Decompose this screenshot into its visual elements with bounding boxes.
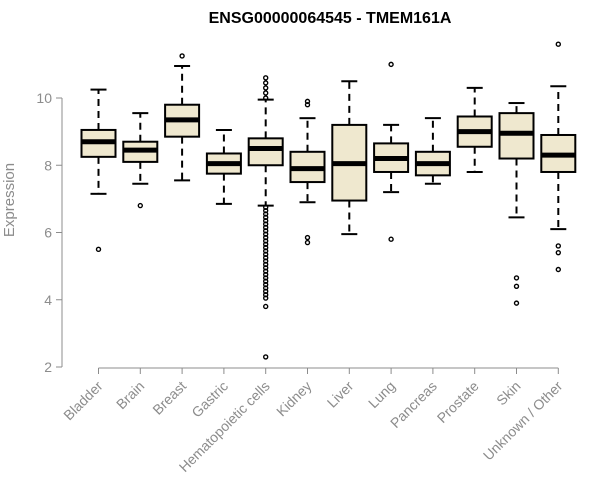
x-tick-label: Breast bbox=[149, 378, 189, 418]
outlier-point bbox=[263, 354, 269, 360]
y-tick-label: 8 bbox=[44, 157, 52, 173]
y-tick-label: 6 bbox=[44, 225, 52, 241]
outlier-point bbox=[179, 53, 185, 59]
outlier-point bbox=[263, 75, 269, 81]
box-iqr bbox=[247, 137, 284, 167]
x-tick-label: Liver bbox=[324, 378, 357, 411]
box-group-unknown-other bbox=[540, 41, 577, 273]
y-axis: 2 4 6 8 10 bbox=[36, 90, 63, 375]
outlier-point bbox=[263, 95, 269, 101]
box-group-brain bbox=[122, 112, 159, 209]
outlier-point bbox=[304, 239, 311, 246]
outlier-point bbox=[555, 41, 561, 47]
outlier-point bbox=[304, 102, 311, 108]
outlier-point bbox=[555, 243, 561, 249]
y-axis-label: Expression bbox=[1, 163, 18, 237]
outlier-point bbox=[263, 85, 269, 91]
box-group-gastric bbox=[205, 128, 242, 205]
outlier-point bbox=[95, 246, 102, 253]
y-tick-label: 10 bbox=[36, 90, 52, 106]
box-group-lung bbox=[373, 61, 410, 242]
x-tick-label: Kidney bbox=[273, 378, 315, 420]
chart-title: ENSG00000064545 - TMEM161A bbox=[209, 10, 452, 27]
box-group-skin bbox=[498, 102, 535, 306]
outlier-point bbox=[263, 80, 269, 86]
outlier-point bbox=[513, 275, 520, 281]
outlier-point bbox=[555, 249, 561, 256]
x-tick-label: Bladder bbox=[60, 378, 106, 424]
box-iqr bbox=[498, 112, 535, 160]
outlier-point bbox=[555, 266, 561, 273]
outlier-point bbox=[263, 303, 269, 310]
outlier-point bbox=[137, 202, 144, 209]
outlier-point bbox=[304, 234, 311, 241]
x-tick-label: Brain bbox=[113, 378, 147, 412]
x-tick-label: Skin bbox=[493, 378, 524, 409]
y-tick-label: 4 bbox=[44, 292, 52, 308]
box-group-hematopoietic-cells bbox=[247, 75, 284, 360]
outlier-point bbox=[388, 61, 394, 68]
outlier-point bbox=[263, 295, 269, 301]
plot-area bbox=[80, 41, 577, 360]
outlier-point bbox=[513, 283, 520, 289]
box-group-breast bbox=[164, 53, 201, 182]
outlier-point bbox=[388, 236, 394, 242]
box-group-bladder bbox=[80, 88, 117, 253]
x-tick-label: Lung bbox=[365, 378, 398, 411]
x-tick-label: Prostate bbox=[434, 378, 482, 426]
box-group-kidney bbox=[289, 98, 326, 246]
x-tick-label: Unknown / Other bbox=[480, 378, 566, 464]
box-group-prostate bbox=[456, 86, 493, 173]
outlier-point bbox=[263, 90, 269, 96]
box-group-liver bbox=[331, 80, 368, 236]
box-group-pancreas bbox=[414, 117, 451, 185]
y-tick-label: 2 bbox=[44, 359, 52, 375]
outlier-point bbox=[513, 300, 520, 306]
